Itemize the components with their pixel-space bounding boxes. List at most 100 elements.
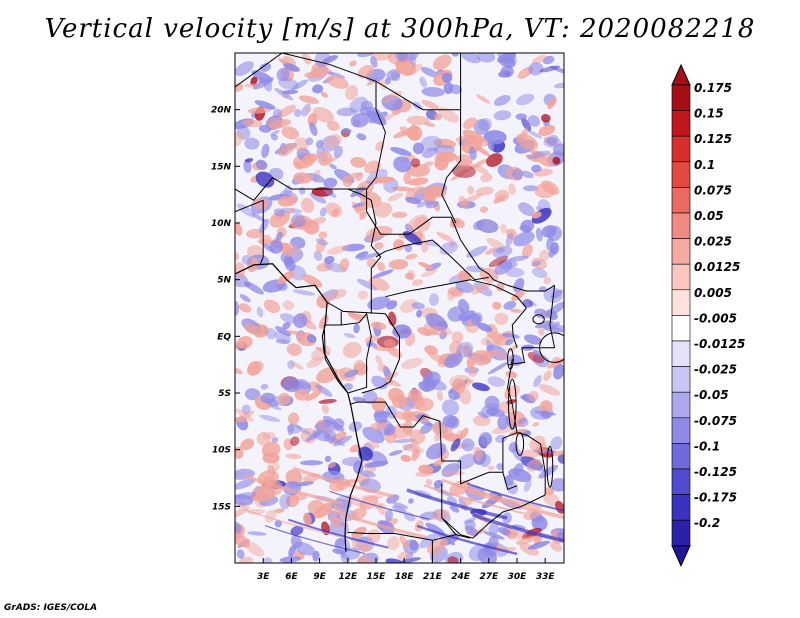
field-cell <box>272 108 283 119</box>
field-cell <box>324 255 335 265</box>
field-cell <box>402 444 425 454</box>
field-cell <box>403 443 413 451</box>
field-cell <box>448 240 456 248</box>
field-streak <box>325 507 427 539</box>
field-cell <box>521 170 534 179</box>
field-cell <box>312 429 331 442</box>
field-cell <box>539 65 561 73</box>
field-cell <box>544 486 555 496</box>
border-line <box>349 358 518 485</box>
field-cell <box>468 146 477 160</box>
field-cell <box>357 64 374 79</box>
field-cell <box>528 130 543 139</box>
field-cell <box>496 463 504 471</box>
field-cell <box>313 250 323 261</box>
lat-axis: 20N 15N 10N 5N EQ 5S 10S 15S <box>211 106 240 512</box>
field-cell <box>278 142 296 157</box>
field-cell <box>504 53 517 69</box>
field-cell <box>247 531 267 536</box>
field-cell <box>332 504 347 514</box>
field-cell <box>383 339 396 349</box>
border-line <box>540 443 546 495</box>
field-cell <box>428 330 439 336</box>
field-cell <box>269 240 283 254</box>
border-line <box>502 472 518 490</box>
field-cell <box>260 392 276 404</box>
field-cell <box>503 300 517 310</box>
field-cell <box>531 267 548 279</box>
field-cell <box>371 176 395 184</box>
field-cell <box>420 241 429 253</box>
field-cell <box>247 107 272 114</box>
field-cell <box>466 245 488 258</box>
colorbar-swatch <box>671 494 691 521</box>
field-cell <box>429 326 453 336</box>
field-cell <box>539 400 553 413</box>
field-cell <box>487 362 509 375</box>
colorbar-label: 0.15 <box>694 107 724 121</box>
field-cell <box>259 218 270 233</box>
field-cell <box>250 212 267 223</box>
lon-tick-label: 24E <box>451 572 471 582</box>
field-cell <box>261 441 281 458</box>
field-cell <box>497 414 509 430</box>
field-cell <box>455 154 473 166</box>
field-cell <box>434 113 442 121</box>
field-cell <box>405 196 422 205</box>
field-cell <box>491 348 511 361</box>
colorbar-swatch <box>671 263 691 291</box>
field-cell <box>397 551 411 561</box>
field-cell <box>456 341 474 358</box>
field-cell <box>412 185 427 195</box>
field-cell <box>459 427 469 440</box>
field-cell <box>536 442 548 454</box>
field-cell <box>279 556 301 563</box>
field-cell <box>516 93 535 106</box>
field-cell <box>387 311 397 327</box>
field-cell <box>235 494 254 506</box>
field-cell <box>407 177 429 186</box>
field-cell <box>539 249 550 262</box>
field-cell <box>278 77 299 90</box>
field-cell <box>480 338 488 346</box>
field-cell <box>263 299 281 314</box>
lake-outline <box>515 432 525 456</box>
field-cell <box>487 140 495 151</box>
lat-tick-label: 20N <box>211 106 232 116</box>
field-cell <box>416 413 427 420</box>
border-line <box>235 53 283 88</box>
field-cell <box>455 281 475 293</box>
field-cell <box>359 470 376 478</box>
field-cell <box>318 398 337 404</box>
field-cell <box>235 367 244 375</box>
field-cell <box>341 243 365 252</box>
lake-outline <box>546 445 554 488</box>
field-cell <box>265 327 277 340</box>
field-cell <box>282 300 295 311</box>
lat-tick-label: 15N <box>211 162 232 172</box>
field-cell <box>362 390 378 404</box>
field-cell <box>387 192 404 202</box>
field-cell <box>236 203 256 218</box>
field-cell <box>411 279 424 286</box>
field-cell <box>478 118 492 131</box>
field-cell <box>287 423 295 436</box>
lat-tick-label: EQ <box>217 332 231 342</box>
colorbar-swatch <box>671 289 691 316</box>
field-cell <box>461 53 481 64</box>
field-cell <box>312 216 326 225</box>
field-cell <box>364 160 381 174</box>
colorbar-swatch <box>671 84 691 111</box>
field-cell <box>377 363 387 373</box>
field-cell <box>293 137 309 152</box>
field-cell <box>546 225 562 242</box>
field-cell <box>246 360 264 376</box>
field-cell <box>305 390 322 401</box>
colorbar-label: 0.005 <box>694 286 732 300</box>
field-cell <box>255 171 275 188</box>
field-cell <box>422 147 438 158</box>
field-cell <box>531 207 552 224</box>
field-cell <box>419 533 439 549</box>
field-cell <box>326 245 349 255</box>
field-cell <box>543 276 552 285</box>
